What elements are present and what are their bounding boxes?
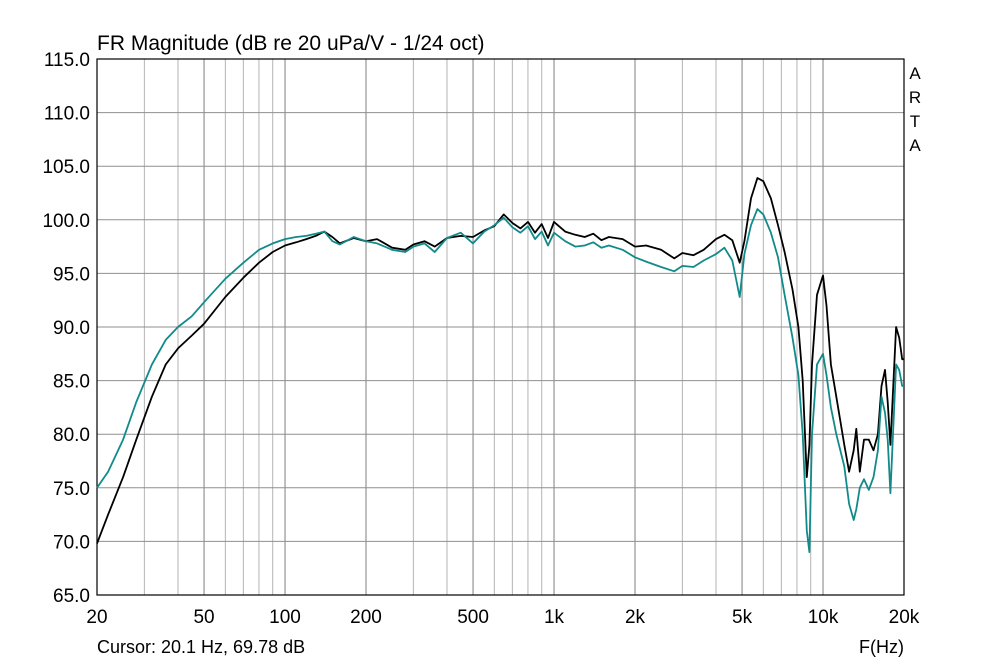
- y-tick-label: 85.0: [53, 372, 90, 393]
- cursor-readout: Cursor: 20.1 Hz, 69.78 dB: [97, 637, 305, 657]
- plot-frame: [96, 58, 905, 596]
- series-line-2: [96, 208, 904, 553]
- x-tick-label: 5k: [732, 607, 753, 628]
- y-tick-label: 100.0: [42, 211, 90, 232]
- series-layer: [96, 177, 904, 553]
- x-tick-label: 1k: [544, 607, 565, 628]
- x-tick-label: 2k: [625, 607, 646, 628]
- watermark-letter: R: [909, 88, 921, 107]
- x-axis-ticks: 20 50 100 200 500 1k 2k 5k 10k 20k: [86, 607, 919, 628]
- y-tick-label: 95.0: [53, 264, 90, 285]
- watermark-letter: T: [910, 112, 920, 131]
- x-tick-label: 20: [86, 607, 107, 628]
- x-tick-label: 500: [457, 607, 489, 628]
- watermark-letter: A: [909, 64, 921, 83]
- x-tick-label: 50: [193, 607, 214, 628]
- y-tick-label: 110.0: [44, 104, 90, 125]
- watermark-letter: A: [909, 136, 921, 155]
- x-tick-label: 200: [350, 607, 382, 628]
- series-line-1: [96, 177, 904, 544]
- y-tick-label: 75.0: [53, 479, 90, 500]
- x-tick-label: 100: [269, 607, 301, 628]
- x-axis-label: F(Hz): [859, 637, 904, 657]
- y-axis-ticks: 115.0 110.0 105.0 100.0 95.0 90.0 85.0 80.0 75.0…: [42, 50, 90, 607]
- y-tick-label: 65.0: [53, 586, 90, 607]
- x-tick-label: 10k: [808, 607, 839, 628]
- y-tick-label: 90.0: [53, 318, 90, 339]
- y-tick-label: 80.0: [53, 425, 90, 446]
- y-tick-label: 105.0: [42, 157, 90, 178]
- y-tick-label: 115.0: [44, 50, 90, 71]
- chart-title: FR Magnitude (dB re 20 uPa/V - 1/24 oct): [97, 32, 485, 55]
- y-tick-label: 70.0: [53, 532, 90, 553]
- x-tick-label: 20k: [889, 607, 920, 628]
- chart-grid: [97, 59, 904, 595]
